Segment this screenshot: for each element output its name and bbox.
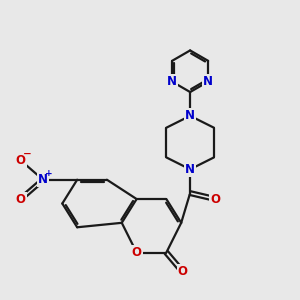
Text: O: O	[210, 193, 220, 206]
Text: N: N	[185, 163, 195, 176]
Text: N: N	[38, 173, 48, 186]
Text: O: O	[16, 154, 26, 167]
Text: −: −	[23, 149, 32, 159]
Text: +: +	[45, 169, 53, 178]
Text: N: N	[185, 109, 195, 122]
Text: N: N	[203, 75, 213, 88]
Text: O: O	[16, 193, 26, 206]
Text: O: O	[178, 266, 188, 278]
Text: N: N	[167, 75, 177, 88]
Text: O: O	[132, 246, 142, 259]
